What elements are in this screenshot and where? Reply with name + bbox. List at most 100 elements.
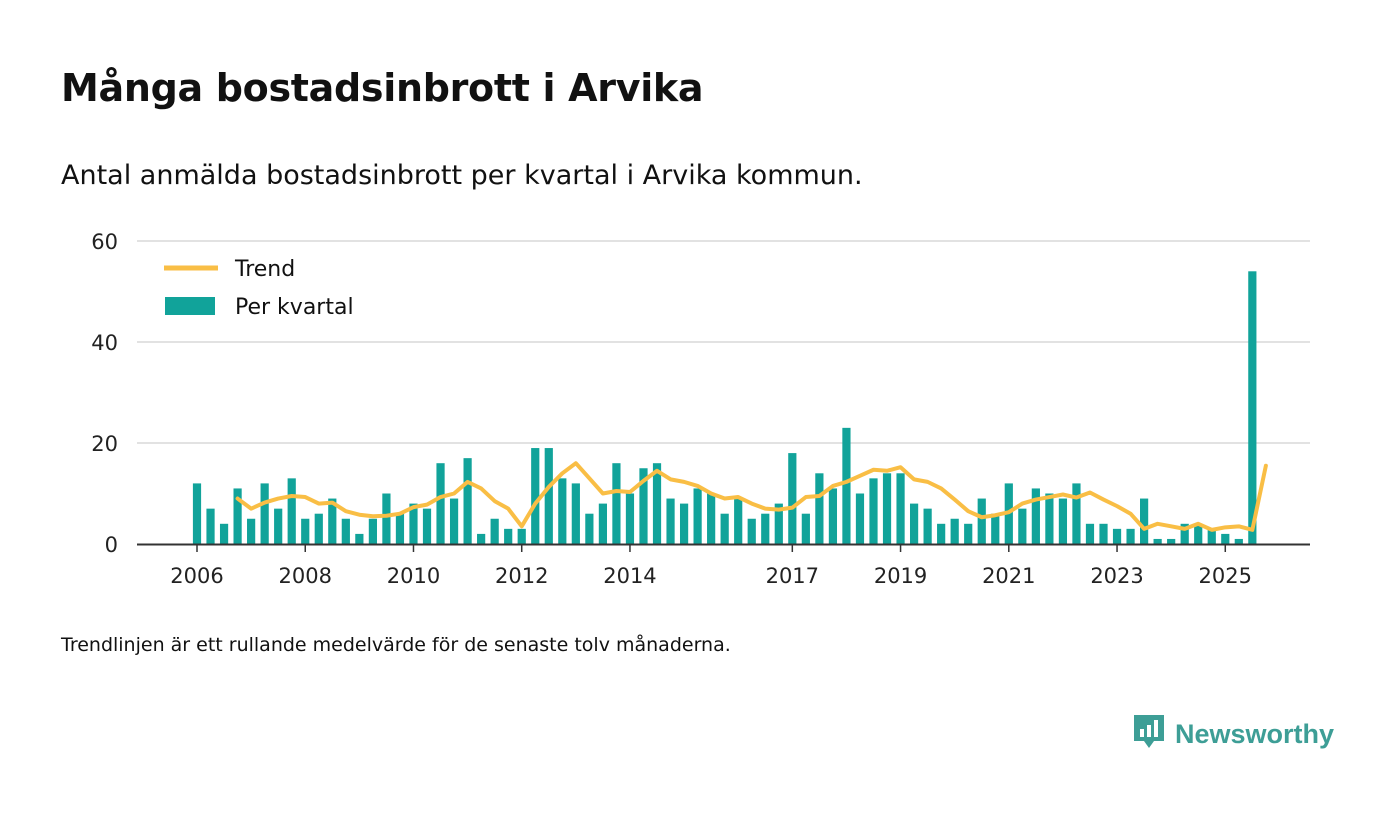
bar xyxy=(1207,528,1216,544)
bar xyxy=(274,508,283,544)
bar xyxy=(855,493,865,544)
bar xyxy=(449,498,459,544)
bar xyxy=(382,493,391,544)
bar-chart: 0 20 40 60 2006 2008 2010 2012 2014 2017 2019 2021… xyxy=(91,230,1310,588)
y-axis-labels: 0 20 40 60 xyxy=(91,230,118,557)
bar xyxy=(1248,271,1257,544)
bar xyxy=(409,503,418,544)
bar xyxy=(1153,538,1162,544)
legend-bar-swatch xyxy=(165,297,215,315)
bar xyxy=(314,513,323,544)
bars xyxy=(192,271,1257,544)
bar xyxy=(436,463,445,544)
bar xyxy=(1194,523,1203,544)
bar xyxy=(287,478,296,544)
bar xyxy=(788,453,797,544)
x-axis-labels: 2006 2008 2010 2012 2014 2017 2019 2021 2023 2025 xyxy=(170,544,1252,588)
grid-lines xyxy=(137,240,1310,444)
x-tick-label: 2019 xyxy=(874,564,927,588)
bar xyxy=(747,518,756,544)
bar xyxy=(1018,508,1027,544)
bar xyxy=(341,518,350,544)
y-tick-label: 0 xyxy=(105,533,118,557)
bar xyxy=(815,473,824,544)
bar xyxy=(937,523,946,544)
bar xyxy=(625,493,635,544)
bar xyxy=(720,513,729,544)
trend-line-group xyxy=(235,461,1268,532)
bar xyxy=(558,478,567,544)
bar xyxy=(774,503,783,544)
bar xyxy=(707,493,716,544)
chart-title: Många bostadsinbrott i Arvika xyxy=(61,66,704,110)
legend: Trend Per kvartal xyxy=(164,257,354,320)
x-tick-label: 2008 xyxy=(279,564,332,588)
bar xyxy=(1180,523,1189,544)
bar xyxy=(477,533,486,544)
newsworthy-logo-icon xyxy=(1132,712,1166,756)
bar xyxy=(964,523,973,544)
y-tick-label: 20 xyxy=(91,432,118,456)
bar xyxy=(355,533,364,544)
bar xyxy=(909,503,919,544)
bar xyxy=(1112,528,1122,544)
chart-subtitle: Antal anmälda bostadsinbrott per kvartal… xyxy=(61,160,863,191)
legend-trend-label: Trend xyxy=(234,257,295,282)
x-tick-label: 2006 xyxy=(170,564,223,588)
x-tick-label: 2017 xyxy=(766,564,819,588)
x-tick-label: 2012 xyxy=(495,564,548,588)
bar xyxy=(950,518,959,544)
trend-line xyxy=(235,461,1268,532)
footnote: Trendlinjen är ett rullande medelvärde f… xyxy=(61,634,731,656)
bar xyxy=(896,473,905,544)
legend-bar-label: Per kvartal xyxy=(235,295,354,320)
bar xyxy=(869,478,878,544)
bar xyxy=(1072,483,1081,544)
bar xyxy=(233,488,242,544)
y-tick-label: 60 xyxy=(91,230,118,254)
bar xyxy=(571,483,580,544)
bar xyxy=(247,518,256,544)
bar xyxy=(882,473,892,544)
x-tick-label: 2025 xyxy=(1199,564,1252,588)
y-tick-label: 40 xyxy=(91,331,118,355)
bar xyxy=(842,427,851,544)
bar xyxy=(1234,538,1243,544)
bar xyxy=(761,513,770,544)
bar xyxy=(422,508,432,544)
bar xyxy=(219,523,229,544)
bar xyxy=(463,458,472,544)
bar xyxy=(328,498,337,544)
bar xyxy=(977,498,986,544)
bar xyxy=(1045,493,1054,544)
bar xyxy=(828,488,838,544)
bar xyxy=(504,528,513,544)
bar xyxy=(652,463,662,544)
bar xyxy=(395,513,405,544)
x-tick-label: 2010 xyxy=(387,564,440,588)
bar xyxy=(368,518,377,544)
newsworthy-brand[interactable]: Newsworthy xyxy=(1132,712,1334,756)
bar xyxy=(544,448,553,544)
x-tick-label: 2023 xyxy=(1090,564,1143,588)
bar xyxy=(1167,538,1176,544)
bar xyxy=(801,513,810,544)
bar xyxy=(260,483,269,544)
bar xyxy=(693,488,702,544)
bar xyxy=(206,508,215,544)
bar xyxy=(666,498,675,544)
bar xyxy=(585,513,594,544)
bar xyxy=(1099,523,1108,544)
bar xyxy=(1221,533,1230,544)
bar xyxy=(192,483,202,544)
bar xyxy=(1031,488,1040,544)
bar xyxy=(612,463,621,544)
x-tick-label: 2014 xyxy=(603,564,656,588)
bar xyxy=(517,528,526,544)
bar xyxy=(991,513,1000,544)
bar xyxy=(531,448,540,544)
x-tick-label: 2021 xyxy=(982,564,1035,588)
bar xyxy=(923,508,932,544)
bar xyxy=(1058,498,1068,544)
bar xyxy=(734,498,743,544)
